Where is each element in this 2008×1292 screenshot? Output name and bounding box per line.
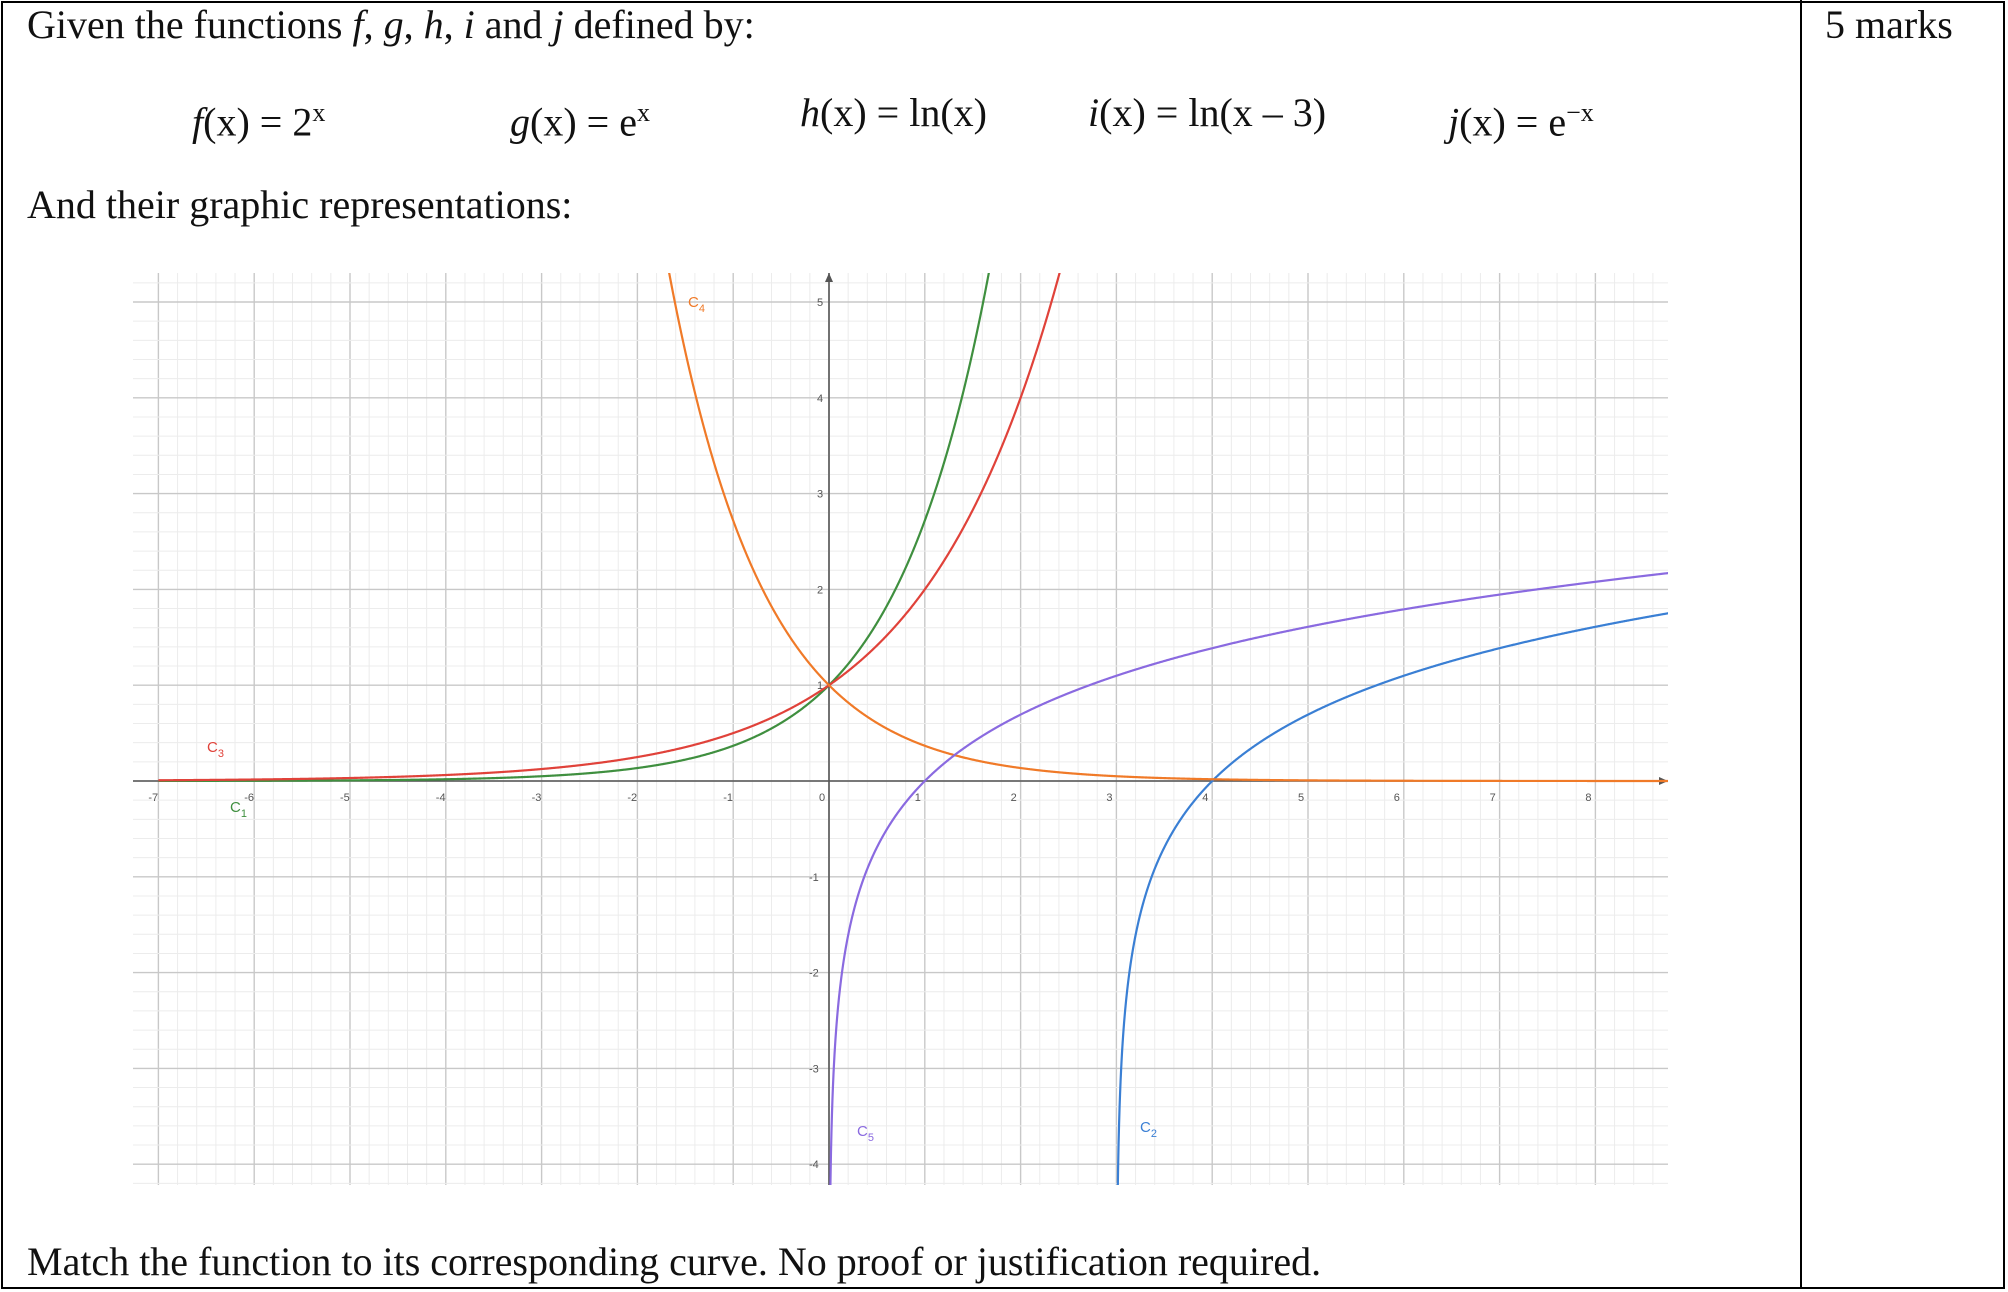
intro-and: and [484,2,543,47]
intro-text: Given the functions f, g, h, i and j def… [27,0,755,50]
task-instruction: Match the function to its corresponding … [27,1239,1322,1284]
function-f-definition: f(x) = 2x [192,88,325,147]
function-name: i [1088,90,1100,135]
function-exponent: x [312,98,326,127]
function-arg: (x) = [820,90,910,135]
intro-prefix: Given the functions [27,2,343,47]
intro-sep-2: , [403,2,414,47]
intro-func-i: i [463,2,475,47]
function-arg: (x) = [1459,99,1549,145]
function-arg: (x) = [530,99,620,145]
function-name: f [192,99,204,145]
intro-func-f: f [352,2,364,47]
function-expr: e [619,99,637,145]
intro-sep-1: , [363,2,374,47]
marks-label: 5 marks [1825,2,1953,47]
function-exponent: x [636,98,650,127]
function-g-definition: g(x) = ex [510,88,650,147]
function-arg: (x) = [1099,90,1189,135]
function-name: h [800,90,820,135]
intro-func-g: g [383,2,404,47]
intro-suffix: defined by: [573,2,755,47]
function-i-definition: i(x) = ln(x – 3) [1088,88,1326,138]
intro-func-h: h [423,2,444,47]
function-expr: ln(x) [909,90,987,135]
function-name: g [510,99,530,145]
function-exponent: −x [1566,98,1594,127]
function-expr: e [1548,99,1567,145]
function-expr: 2 [292,99,313,145]
function-j-definition: j(x) = e−x [1448,88,1594,147]
intro-sep-3: , [443,2,454,47]
function-expr: ln(x – 3) [1188,90,1327,135]
intro-func-j: j [552,2,564,47]
marks-column-divider [1800,0,1802,1288]
function-arg: (x) = [203,99,293,145]
graph-intro-text: And their graphic representations: [27,182,573,227]
function-name: j [1448,99,1460,145]
function-h-definition: h(x) = ln(x) [800,88,987,138]
